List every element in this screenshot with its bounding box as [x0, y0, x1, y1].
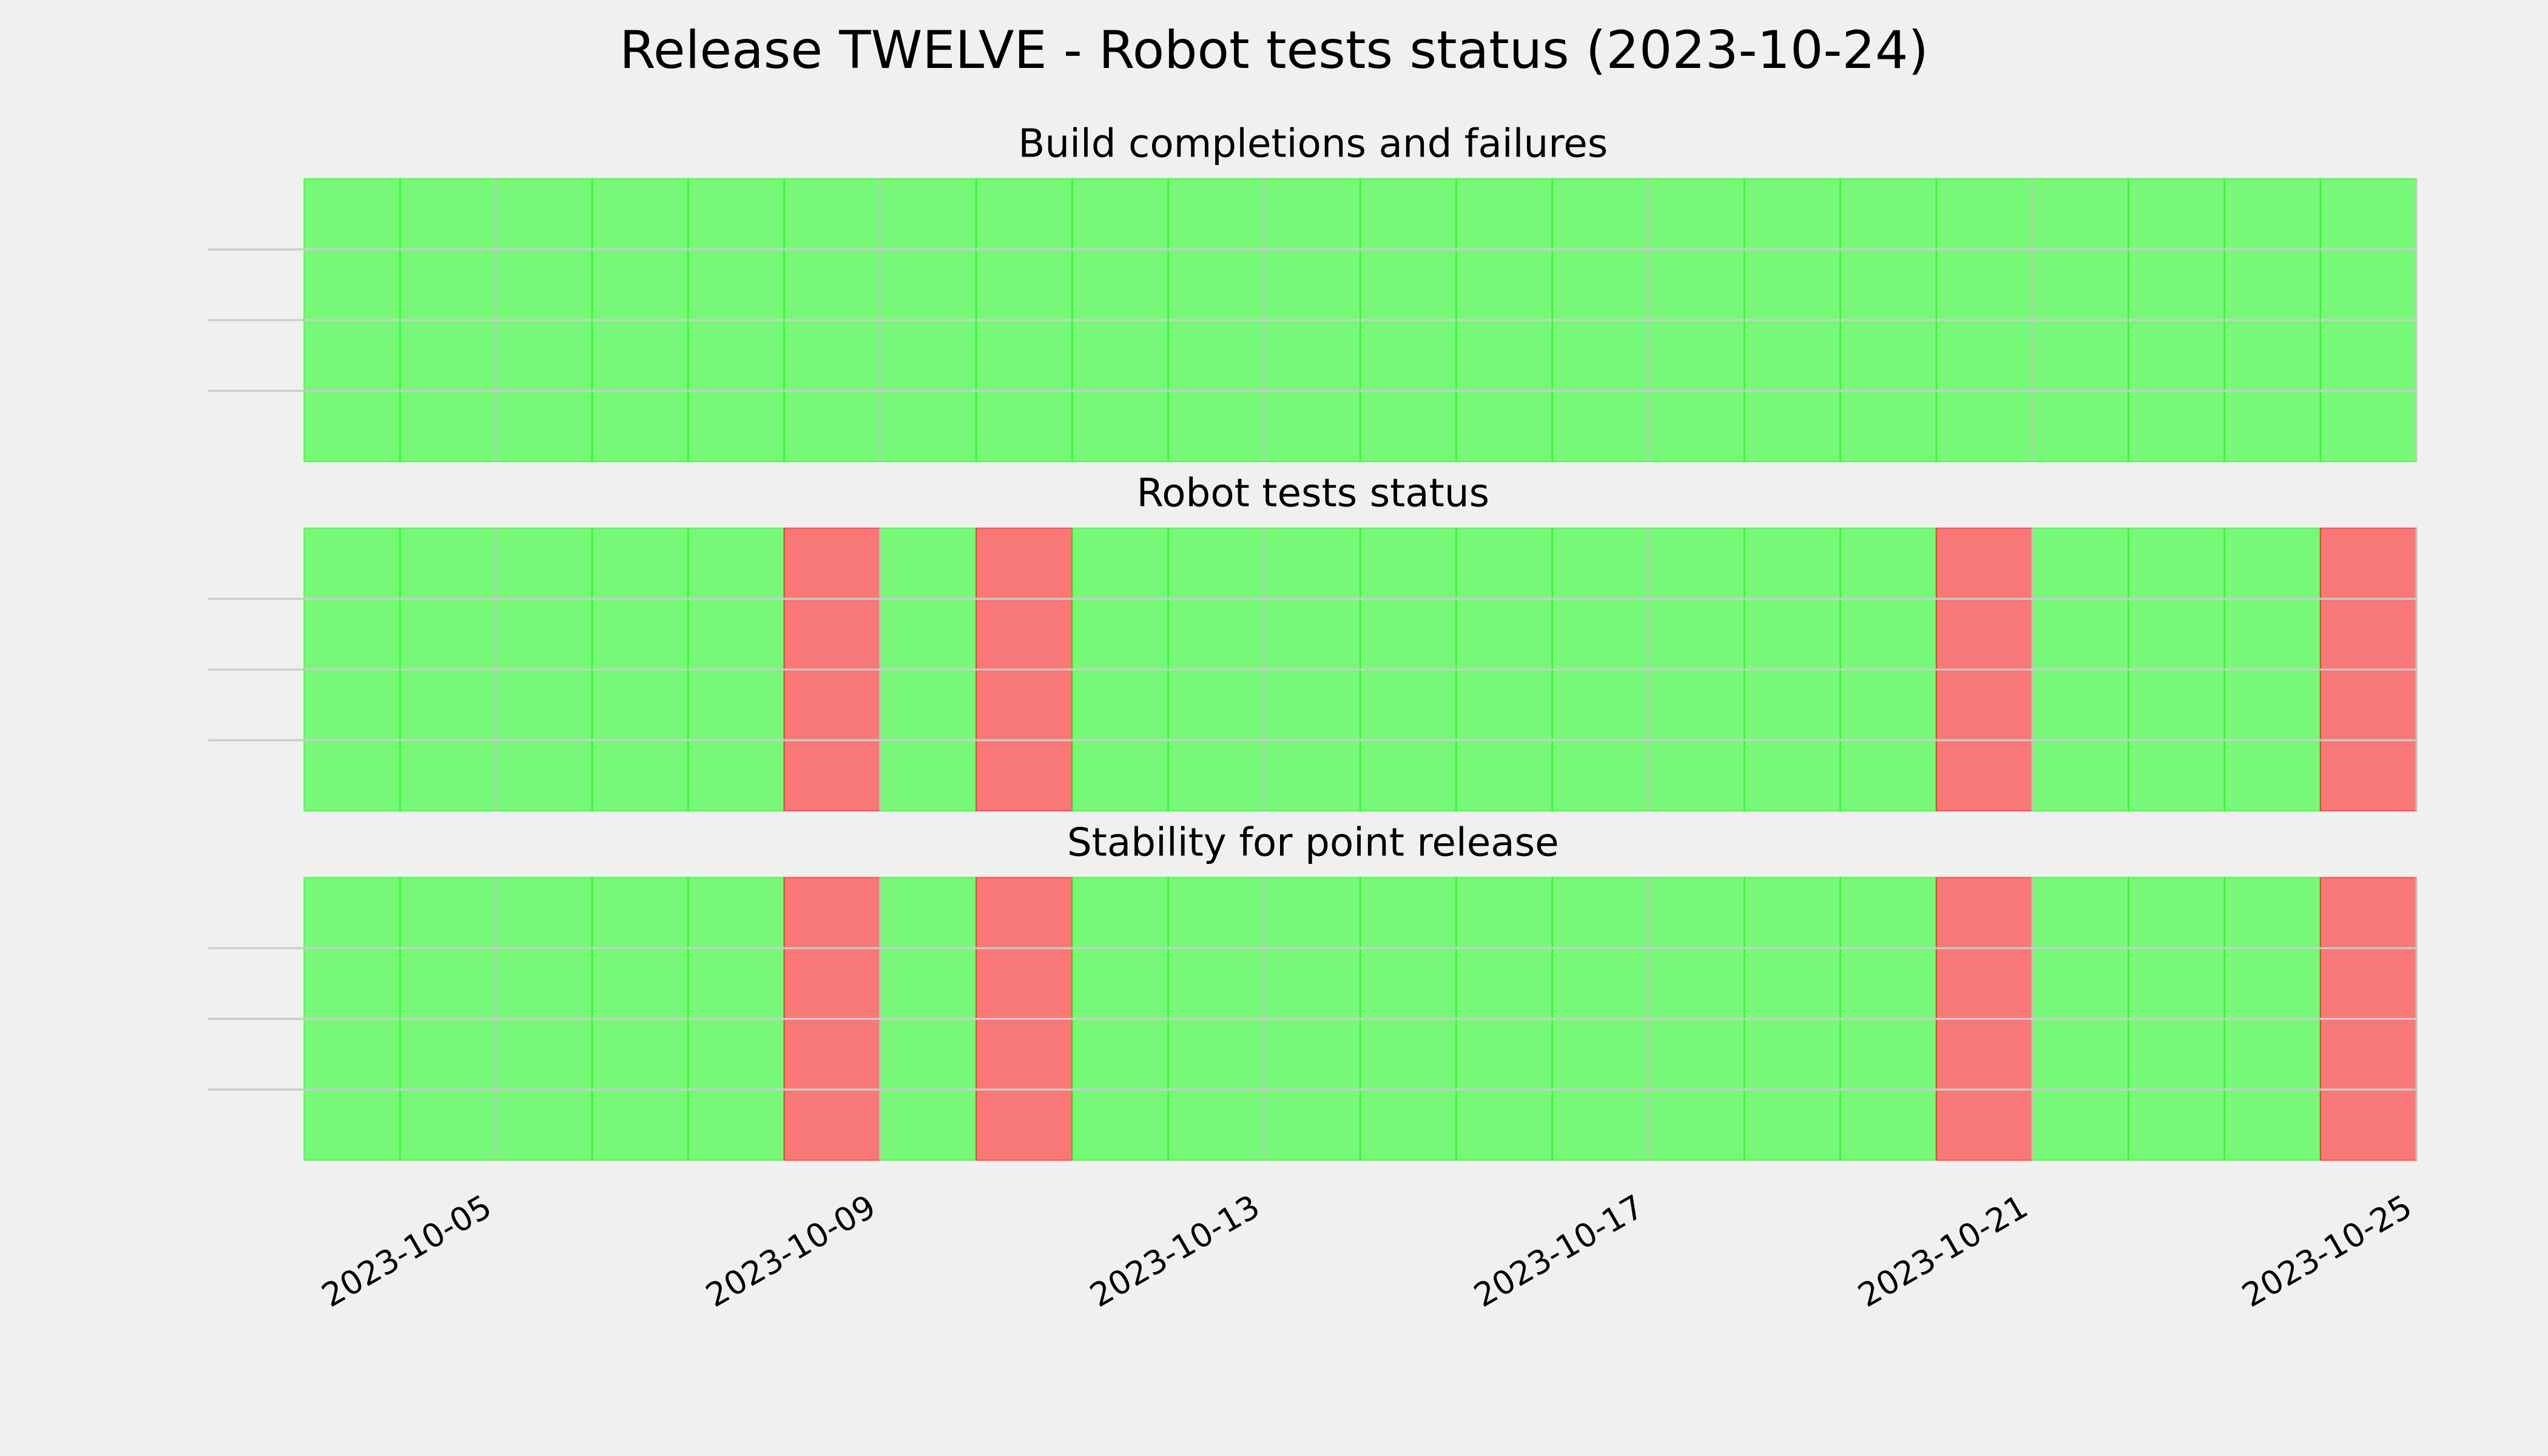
- chart-title: Release TWELVE - Robot tests status (202…: [619, 20, 1929, 81]
- panel-title: Stability for point release: [1067, 820, 1559, 865]
- panel-title: Robot tests status: [1136, 471, 1489, 516]
- panel-title: Build completions and failures: [1018, 121, 1608, 167]
